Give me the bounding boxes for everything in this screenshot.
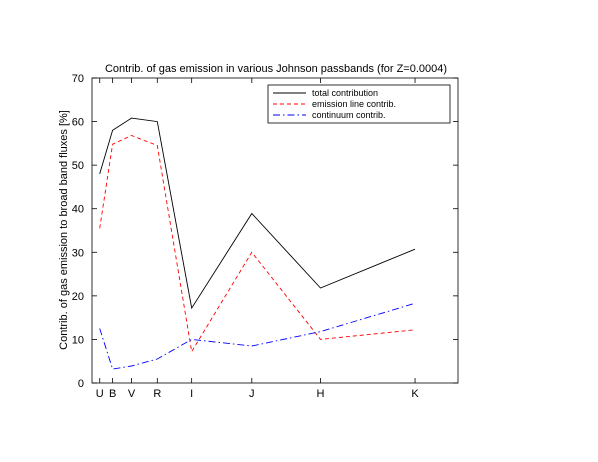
x-tick-label: B: [109, 388, 116, 400]
plot-frame: [91, 77, 459, 384]
series-line: [99, 302, 416, 370]
legend-label: continuum contrib.: [312, 110, 386, 120]
x-tick-label: K: [411, 388, 419, 400]
x-tick-label: V: [128, 388, 136, 400]
y-tick-label: 40: [72, 204, 84, 216]
x-tick-label: H: [317, 388, 325, 400]
series-line: [99, 117, 416, 310]
x-tick-label: U: [96, 388, 104, 400]
y-tick-label: 30: [72, 247, 84, 259]
y-tick-label: 0: [78, 378, 84, 390]
chart-title: Contrib. of gas emission in various John…: [105, 63, 447, 75]
x-tick-label: R: [153, 388, 161, 400]
series-line: [99, 135, 416, 353]
series-lines: [99, 117, 416, 370]
y-axis: 0 10 20 30 40 50 60 70: [72, 73, 458, 390]
legend-box: [267, 84, 451, 124]
y-tick-label: 70: [72, 73, 84, 85]
y-tick-label: 10: [72, 334, 84, 346]
y-tick-label: 60: [72, 117, 84, 129]
y-axis-label: Contrib. of gas emission to broad band f…: [58, 110, 70, 350]
legend-label: emission line contrib.: [312, 99, 396, 109]
y-tick-label: 20: [72, 291, 84, 303]
legend-label: total contribution: [312, 88, 378, 98]
x-tick-label: J: [249, 388, 255, 400]
x-tick-label: I: [190, 388, 193, 400]
y-tick-label: 50: [72, 160, 84, 172]
